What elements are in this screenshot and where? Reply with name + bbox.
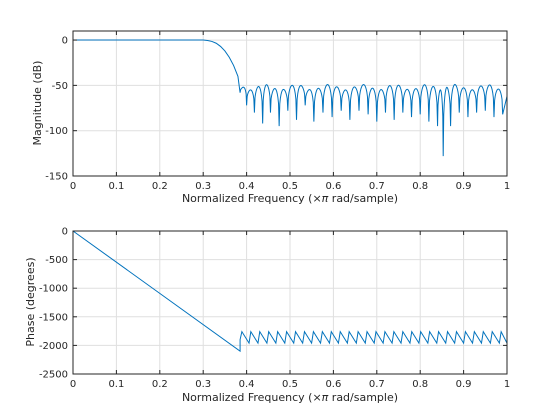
magnitude-y-tick-label: 0 bbox=[62, 36, 68, 47]
magnitude-x-tick-label: 0.9 bbox=[456, 181, 472, 192]
magnitude-x-label-part-3: rad/sample) bbox=[328, 192, 398, 205]
phase-x-tick-label: 0.1 bbox=[108, 379, 124, 390]
magnitude-plot: 0 0.1 0.2 0.3 0.4 0.5 0.6 0.7 0.8 0.9 1 -150 -100 -50… bbox=[31, 30, 510, 205]
phase-ticks: 0 0.1 0.2 0.3 0.4 0.5 0.6 0.7 0.8 0.9 1 -2500 -2000 -… bbox=[39, 227, 510, 391]
phase-x-tick-label: 0.6 bbox=[325, 379, 341, 390]
phase-x-axis-label: Normalized Frequency (×π rad/sample) bbox=[182, 391, 398, 404]
phase-x-tick-label: 0.5 bbox=[282, 379, 298, 390]
magnitude-y-axis-label: Magnitude (dB) bbox=[31, 61, 44, 146]
magnitude-x-label-part-1: Normalized Frequency ( bbox=[182, 192, 313, 205]
magnitude-ticks: 0 0.1 0.2 0.3 0.4 0.5 0.6 0.7 0.8 0.9 1 -150 -100 -50… bbox=[45, 31, 510, 192]
phase-x-tick-label: 0 bbox=[70, 379, 76, 390]
magnitude-x-tick-label: 0.1 bbox=[108, 181, 124, 192]
phase-x-tick-label: 0.9 bbox=[456, 379, 472, 390]
magnitude-x-tick-label: 0.5 bbox=[282, 181, 298, 192]
phase-y-axis-label: Phase (degrees) bbox=[24, 257, 37, 346]
phase-plot: 0 0.1 0.2 0.3 0.4 0.5 0.6 0.7 0.8 0.9 1 -2500 -2000 -… bbox=[24, 227, 510, 405]
magnitude-x-tick-label: 0.4 bbox=[239, 181, 255, 192]
magnitude-x-tick-label: 1 bbox=[504, 181, 510, 192]
phase-y-tick-label: 0 bbox=[62, 227, 68, 238]
phase-y-tick-label: -1000 bbox=[39, 284, 68, 295]
magnitude-x-tick-label: 0 bbox=[70, 181, 76, 192]
magnitude-x-tick-label: 0.6 bbox=[325, 181, 341, 192]
magnitude-x-axis-label: Normalized Frequency (×π rad/sample) bbox=[182, 192, 398, 205]
phase-x-label-part-1: Normalized Frequency ( bbox=[182, 391, 313, 404]
phase-x-tick-label: 0.7 bbox=[369, 379, 385, 390]
magnitude-x-tick-label: 0.7 bbox=[369, 181, 385, 192]
magnitude-x-tick-label: 0.3 bbox=[195, 181, 211, 192]
magnitude-y-tick-label: -50 bbox=[52, 81, 68, 92]
magnitude-x-tick-label: 0.2 bbox=[152, 181, 168, 192]
magnitude-x-tick-label: 0.8 bbox=[412, 181, 428, 192]
phase-x-label-part-3: rad/sample) bbox=[328, 391, 398, 404]
magnitude-y-tick-label: -100 bbox=[45, 126, 68, 137]
magnitude-y-tick-label: -150 bbox=[45, 172, 68, 183]
phase-y-tick-label: -500 bbox=[45, 255, 68, 266]
magnitude-series-line bbox=[73, 39, 508, 157]
phase-x-tick-label: 0.2 bbox=[152, 379, 168, 390]
phase-x-tick-label: 0.3 bbox=[195, 379, 211, 390]
phase-x-label-part-2: ×π bbox=[312, 391, 328, 404]
phase-y-tick-label: -1500 bbox=[39, 312, 68, 323]
phase-y-tick-label: -2000 bbox=[39, 341, 68, 352]
phase-y-tick-label: -2500 bbox=[39, 370, 68, 381]
phase-x-tick-label: 0.4 bbox=[239, 379, 255, 390]
phase-series-line bbox=[72, 230, 508, 353]
phase-x-tick-label: 1 bbox=[504, 379, 510, 390]
magnitude-x-label-part-2: ×π bbox=[312, 192, 328, 205]
phase-x-tick-label: 0.8 bbox=[412, 379, 428, 390]
